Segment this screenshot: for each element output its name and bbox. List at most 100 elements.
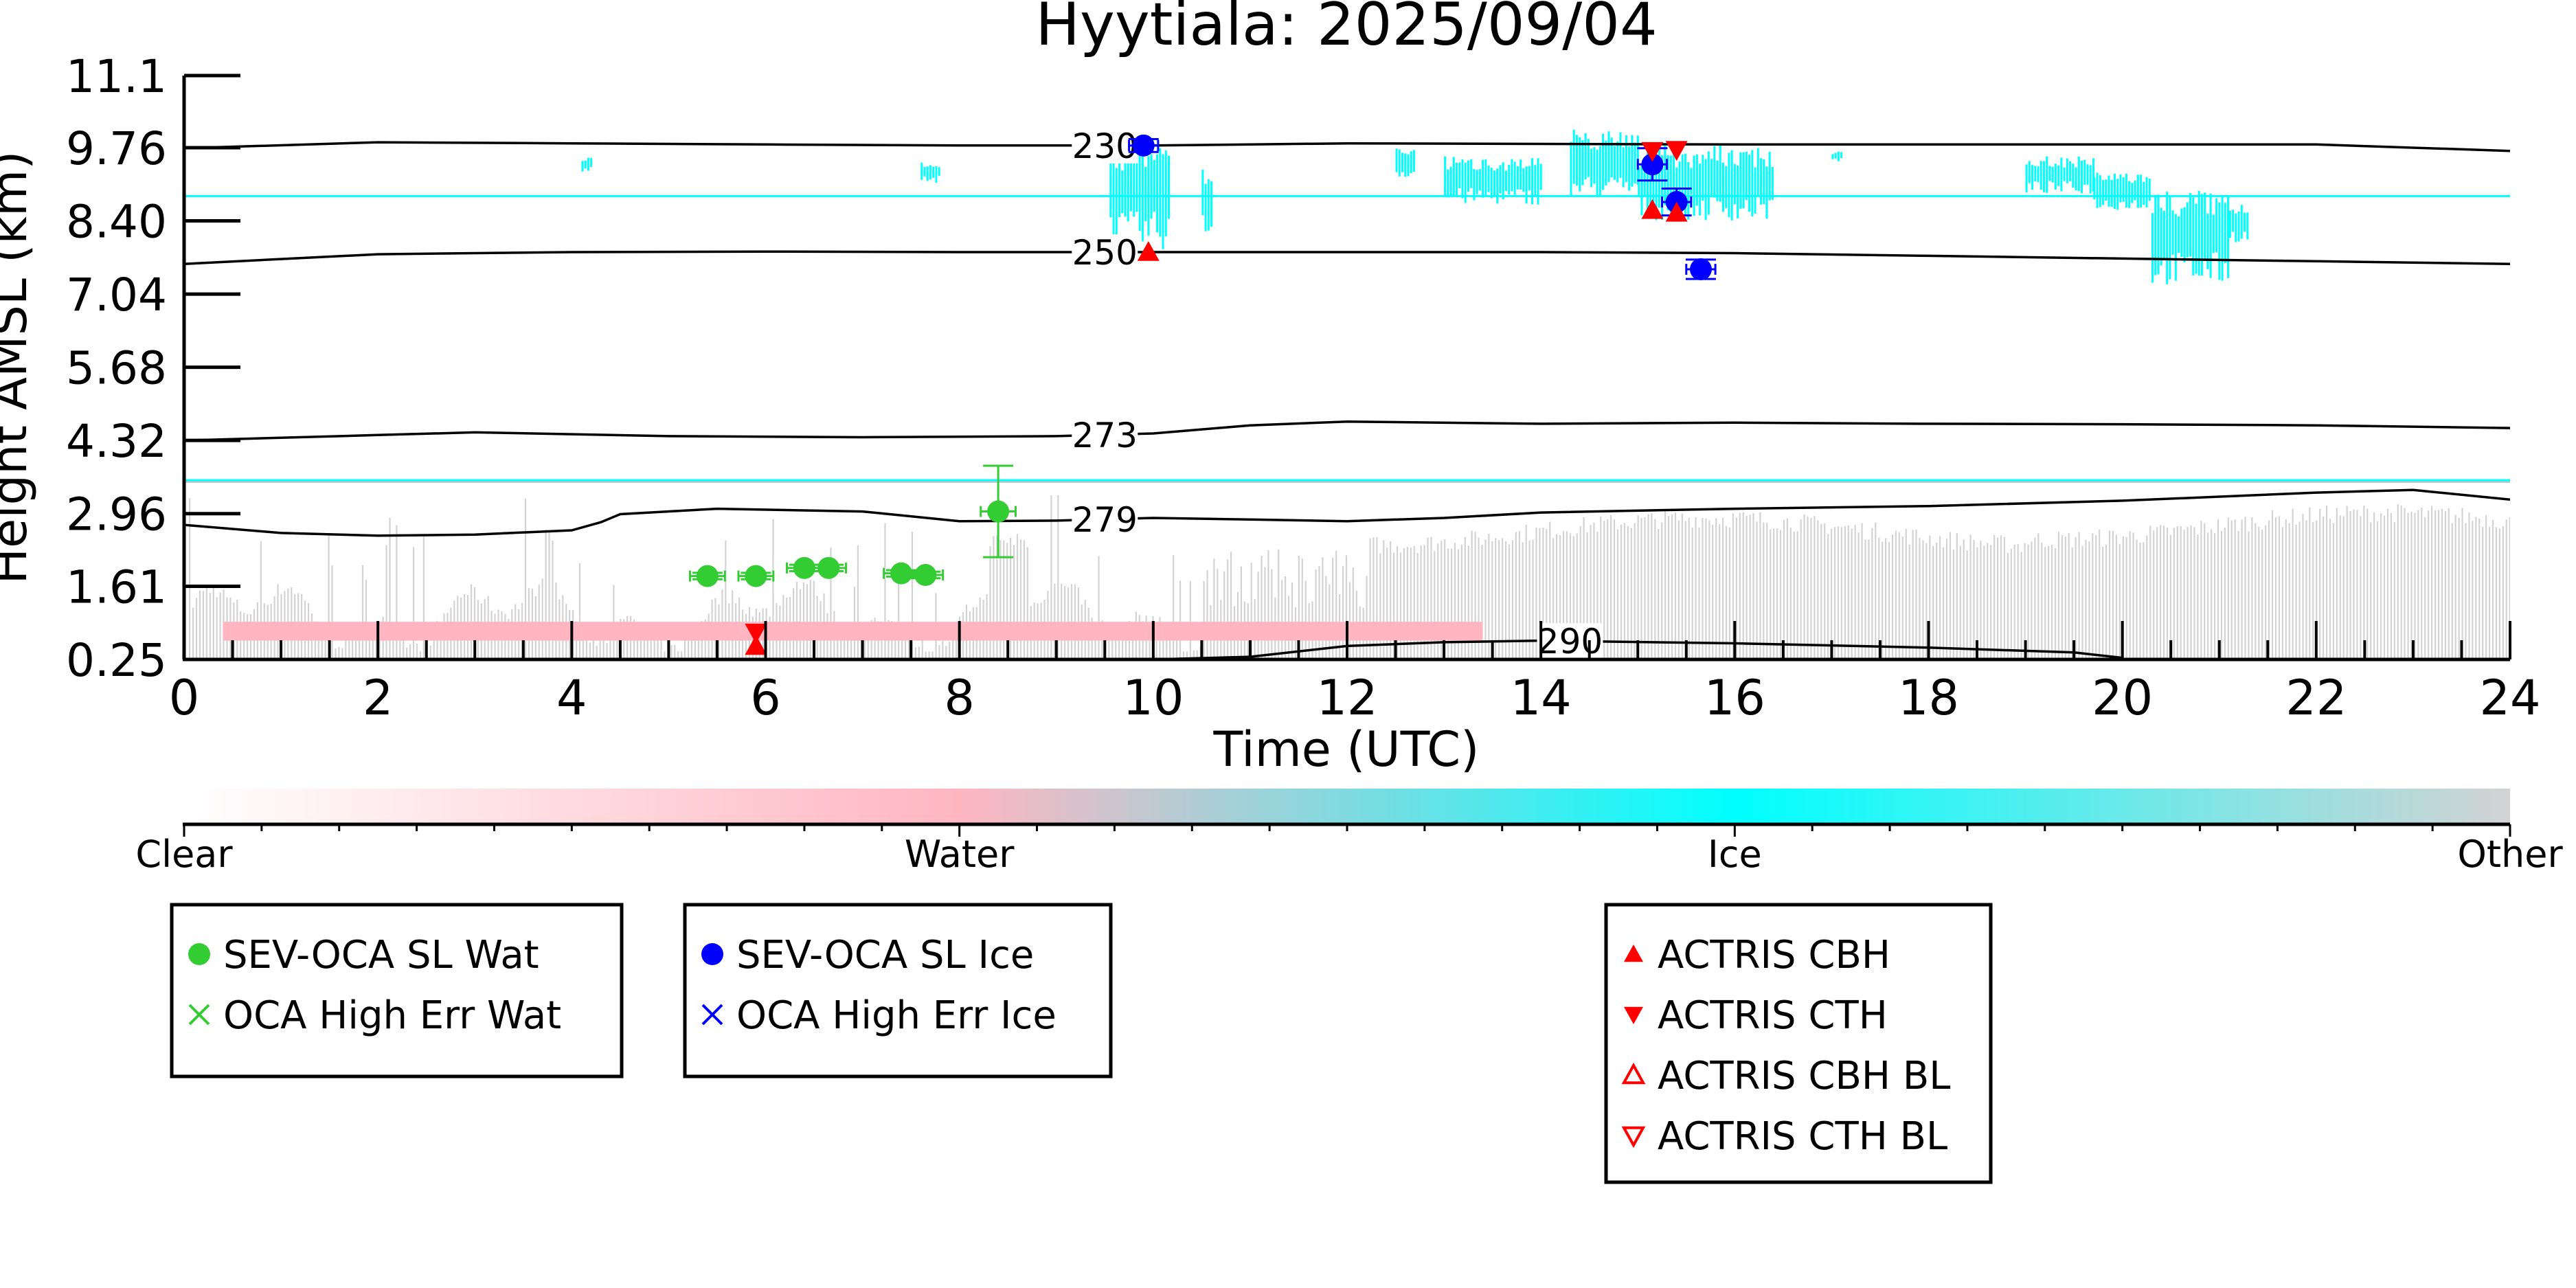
other-class-column	[1963, 539, 1965, 659]
ice-class-column	[1511, 159, 1513, 192]
ice-class-column	[2075, 167, 2077, 191]
other-class-column	[1440, 541, 1443, 659]
other-class-column	[1864, 539, 1866, 659]
ice-class-column	[2240, 205, 2243, 239]
other-class-column	[317, 625, 319, 659]
other-class-column	[1528, 540, 1530, 659]
other-class-column	[2370, 522, 2372, 659]
other-class-column	[2081, 545, 2083, 659]
other-class-column	[2105, 544, 2108, 659]
other-class-column	[1502, 538, 1504, 659]
other-class-column	[195, 598, 198, 659]
ice-class-column	[2221, 196, 2224, 281]
ice-class-column	[1575, 135, 1578, 186]
ice-class-column	[1695, 154, 1698, 206]
ice-class-column	[2066, 158, 2068, 183]
ice-class-column	[2048, 166, 2051, 181]
ice-class-column	[1646, 150, 1649, 216]
other-class-column	[1915, 529, 1917, 659]
other-class-column	[956, 625, 958, 659]
ice-class-column	[1484, 159, 1487, 196]
other-class-column	[1888, 541, 1890, 659]
other-class-column	[2153, 530, 2155, 659]
other-class-column	[2428, 510, 2430, 659]
x-axis-label: Time (UTC)	[1213, 721, 1480, 778]
other-class-column	[2448, 508, 2450, 659]
ice-class-column	[1150, 154, 1153, 219]
other-class-column	[1770, 529, 1772, 659]
other-class-column	[1583, 517, 1585, 659]
ice-class-column	[2160, 207, 2162, 266]
other-class-column	[894, 626, 896, 659]
ice-class-column	[2195, 203, 2197, 274]
other-class-column	[1559, 535, 1561, 659]
other-class-column	[1654, 519, 1656, 659]
ice-class-column	[1673, 150, 1675, 203]
other-class-column	[2007, 552, 2009, 659]
other-class-column	[2057, 532, 2060, 659]
other-class-column	[2417, 510, 2419, 659]
other-class-column	[921, 640, 923, 659]
other-class-column	[2217, 519, 2219, 659]
other-class-column	[582, 622, 585, 659]
ice-class-column	[1395, 148, 1398, 172]
other-class-column	[1196, 650, 1198, 659]
ice-class-column	[2122, 177, 2125, 202]
other-class-column	[260, 541, 262, 659]
contour-label-bg	[1072, 127, 1138, 163]
other-class-column	[2220, 530, 2223, 659]
other-class-column	[1070, 584, 1073, 659]
ice-class-column	[1661, 155, 1664, 221]
legend-item: SEV-OCA SL Wat	[188, 933, 539, 978]
other-class-column	[1481, 545, 1483, 659]
ice-class-column	[1539, 163, 1542, 190]
ice-class-column	[1444, 156, 1447, 196]
other-class-column	[2041, 542, 2043, 659]
x-tick-label: 16	[1704, 670, 1765, 726]
other-class-column	[2414, 512, 2416, 659]
ice-class-column	[1610, 137, 1613, 178]
other-class-column	[1542, 528, 1544, 659]
ice-class-line	[184, 479, 2510, 482]
other-class-column	[2200, 521, 2202, 659]
other-class-column	[1630, 528, 1632, 659]
other-class-column	[1691, 527, 1693, 659]
other-class-column	[640, 622, 642, 659]
ice-class-column	[1204, 183, 1207, 231]
other-class-column	[2421, 507, 2423, 659]
ice-class-column	[1765, 166, 1768, 219]
other-class-column	[1956, 533, 1958, 659]
other-class-column	[1833, 527, 1836, 659]
other-class-column	[1976, 547, 1978, 659]
other-class-column	[1278, 549, 1280, 659]
ice-class-column	[2054, 163, 2057, 190]
other-class-column	[1939, 536, 1941, 659]
ice-class-column	[1687, 161, 1690, 220]
other-class-column	[1875, 522, 1877, 659]
ice-class-column	[2034, 166, 2037, 182]
other-class-column	[2377, 521, 2379, 659]
other-class-column	[1478, 537, 1480, 659]
ice-class-column	[2183, 207, 2186, 263]
other-class-column	[2498, 528, 2500, 659]
other-class-column	[1546, 529, 1548, 659]
other-class-column	[931, 651, 934, 659]
other-class-column	[1596, 531, 1598, 659]
ice-class-column	[1502, 162, 1504, 200]
ice-class-column	[2143, 181, 2145, 205]
other-class-column	[422, 534, 425, 659]
colorbar-label: Other	[2457, 833, 2563, 876]
other-class-column	[918, 646, 920, 659]
other-class-column	[1366, 576, 1368, 659]
other-class-column	[1600, 516, 1602, 659]
ice-class-column	[1159, 148, 1162, 237]
other-class-column	[1814, 516, 1816, 659]
other-class-column	[914, 647, 916, 659]
other-class-column	[2227, 517, 2229, 659]
cloud-mask-layer	[184, 129, 2510, 659]
other-class-column	[1227, 559, 1229, 659]
other-class-column	[795, 581, 798, 659]
other-class-column	[1115, 628, 1117, 659]
ice-class-column	[1699, 163, 1702, 216]
ice-class-column	[1496, 168, 1499, 204]
